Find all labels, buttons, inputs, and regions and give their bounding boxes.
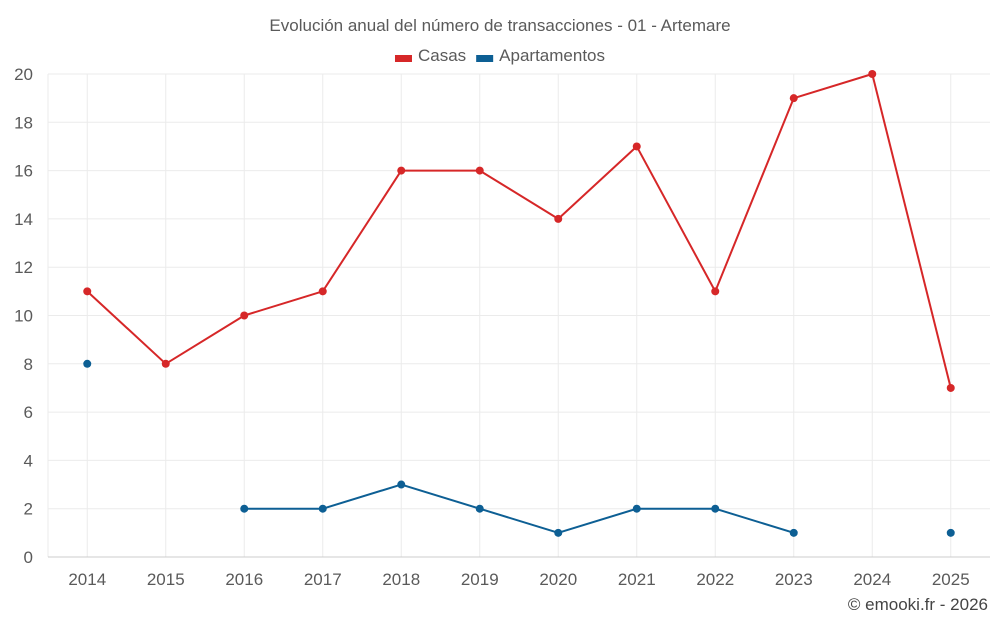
chart-title: Evolución anual del número de transaccio…	[269, 16, 730, 35]
x-tick-label: 2017	[304, 570, 342, 589]
data-point-apartamentos	[632, 504, 641, 513]
data-point-casas	[240, 311, 249, 320]
data-point-casas	[397, 166, 406, 175]
legend-item-casas: Casas	[394, 46, 466, 65]
x-tick-label: 2016	[225, 570, 263, 589]
gridlines	[47, 73, 990, 557]
data-point-apartamentos	[789, 528, 798, 537]
legend: Casas Apartamentos	[394, 46, 605, 65]
legend-item-apartamentos: Apartamentos	[476, 46, 605, 65]
data-point-apartamentos	[397, 480, 406, 489]
legend-label: Casas	[418, 46, 466, 65]
y-tick-label: 10	[14, 307, 33, 326]
data-point-casas	[868, 70, 877, 78]
data-point-casas	[83, 287, 92, 296]
y-tick-label: 14	[14, 210, 33, 229]
data-point-casas	[789, 94, 798, 103]
legend-label: Apartamentos	[499, 46, 605, 65]
x-tick-label: 2014	[68, 570, 106, 589]
y-tick-label: 20	[14, 65, 33, 84]
y-tick-label: 6	[24, 403, 33, 422]
data-point-apartamentos	[240, 504, 249, 513]
data-point-casas	[475, 166, 484, 175]
y-tick-label: 4	[24, 451, 33, 470]
y-tick-label: 16	[14, 162, 33, 181]
x-tick-label: 2024	[853, 570, 891, 589]
x-tick-label: 2019	[461, 570, 499, 589]
data-point-apartamentos	[711, 504, 720, 513]
series-layer	[83, 70, 955, 537]
axes: 0 2 4 6 8 10 12 14 16 18 20 2014 2015 2016 2017 2018 201…	[14, 65, 990, 589]
y-tick-label: 8	[24, 355, 33, 374]
data-point-casas	[711, 287, 720, 296]
y-tick-label: 12	[14, 258, 33, 277]
x-tick-label: 2022	[696, 570, 734, 589]
y-tick-label: 18	[14, 113, 33, 132]
series-line-casas	[86, 73, 952, 389]
x-tick-label: 2015	[147, 570, 185, 589]
data-point-apartamentos	[83, 359, 92, 368]
data-point-apartamentos	[946, 528, 955, 537]
y-tick-label: 2	[24, 500, 33, 519]
data-point-apartamentos	[475, 504, 484, 513]
series-line-apartamentos	[244, 483, 795, 534]
data-point-casas	[632, 142, 641, 151]
y-tick-label: 0	[24, 548, 33, 567]
credit-text: © emooki.fr - 2026	[848, 595, 988, 614]
legend-swatch	[476, 55, 494, 62]
data-point-casas	[554, 214, 563, 223]
data-point-apartamentos	[318, 504, 327, 513]
x-tick-label: 2021	[618, 570, 656, 589]
x-tick-label: 2025	[932, 570, 970, 589]
data-point-casas	[161, 359, 170, 368]
x-tick-label: 2020	[539, 570, 577, 589]
data-point-casas	[946, 383, 955, 392]
x-tick-label: 2023	[775, 570, 813, 589]
data-point-apartamentos	[554, 528, 563, 537]
x-tick-label: 2018	[382, 570, 420, 589]
data-point-casas	[318, 287, 327, 296]
legend-swatch	[394, 55, 412, 62]
